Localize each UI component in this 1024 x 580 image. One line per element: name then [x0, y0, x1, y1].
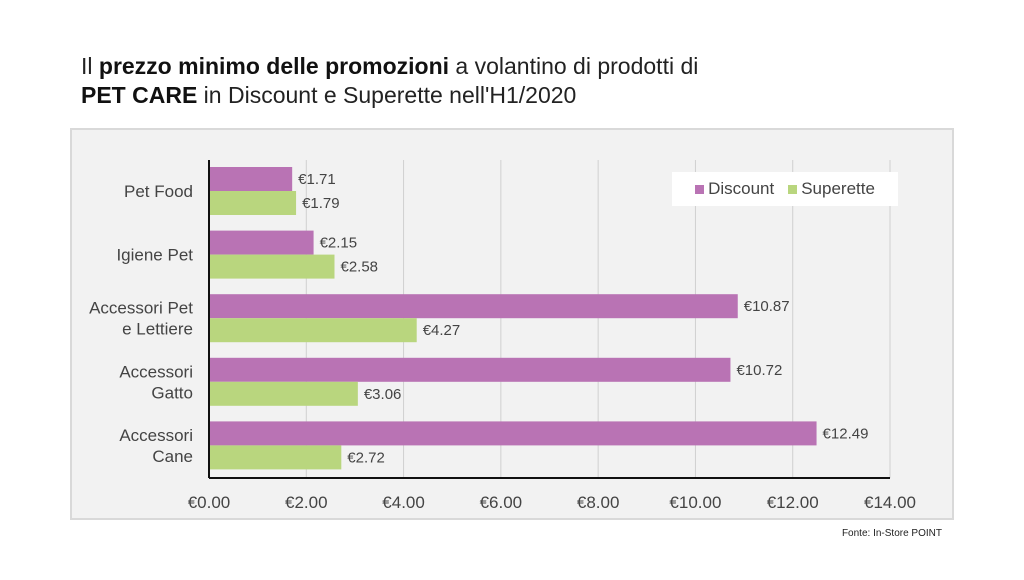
title-text: a volantino di prodotti di — [449, 53, 699, 79]
x-tick-label: €10.00 — [669, 493, 721, 512]
category-label: Pet Food — [124, 182, 193, 201]
data-label: €1.79 — [302, 195, 340, 212]
x-tick-label: €4.00 — [382, 493, 425, 512]
category-label: Cane — [152, 447, 193, 466]
bar-superette — [209, 254, 335, 279]
bar-discount — [209, 357, 731, 382]
data-label: €3.06 — [364, 386, 402, 403]
category-label: e Lettiere — [122, 320, 193, 339]
bar-superette — [209, 191, 297, 215]
title-bold-text: PET CARE — [81, 82, 198, 108]
category-label: Igiene Pet — [116, 246, 193, 265]
legend-item-discount: Discount — [695, 179, 774, 199]
category-label: Accessori Pet — [89, 299, 193, 318]
legend-swatch-superette — [788, 184, 798, 194]
category-label: Gatto — [151, 383, 193, 402]
legend-label: Discount — [708, 179, 775, 198]
bar-discount — [209, 421, 817, 446]
legend-label: Superette — [801, 179, 875, 198]
bar-superette — [209, 445, 342, 470]
chart-title: Il prezzo minimo delle promozioni a vola… — [81, 52, 981, 110]
data-label: €2.72 — [347, 449, 385, 466]
data-label: €4.27 — [423, 322, 461, 339]
bar-discount — [209, 167, 293, 191]
legend-swatch-discount — [695, 184, 705, 194]
data-label: €2.58 — [340, 259, 378, 276]
x-tick-label: €14.00 — [864, 493, 916, 512]
category-label: Accessori — [119, 426, 193, 445]
source-note: Fonte: In-Store POINT — [841, 528, 942, 539]
title-text: in Discount e Superette nell'H1/2020 — [197, 82, 577, 108]
data-label: €2.15 — [320, 235, 358, 252]
bar-discount — [209, 294, 738, 319]
x-tick-label: €12.00 — [767, 493, 819, 512]
title-bold-text: prezzo minimo delle promozioni — [98, 53, 450, 79]
x-tick-label: €2.00 — [285, 493, 328, 512]
title-text: Il — [81, 53, 99, 79]
data-label: €12.49 — [823, 425, 869, 442]
data-label: €10.87 — [744, 298, 790, 315]
x-tick-label: €6.00 — [480, 493, 523, 512]
title-line-1: Il prezzo minimo delle promozioni a vola… — [81, 52, 981, 81]
title-line-2: PET CARE in Discount e Superette nell'H1… — [81, 81, 981, 110]
category-label: Accessori — [119, 362, 193, 381]
x-tick-label: €8.00 — [577, 493, 620, 512]
bar-discount — [209, 230, 314, 255]
legend-item-superette: Superette — [788, 179, 875, 199]
data-label: €10.72 — [736, 362, 782, 379]
legend: Discount Superette — [672, 172, 898, 206]
data-label: €1.71 — [298, 171, 336, 188]
bar-superette — [209, 381, 358, 406]
x-tick-label: €0.00 — [188, 493, 231, 512]
bar-superette — [209, 318, 417, 343]
